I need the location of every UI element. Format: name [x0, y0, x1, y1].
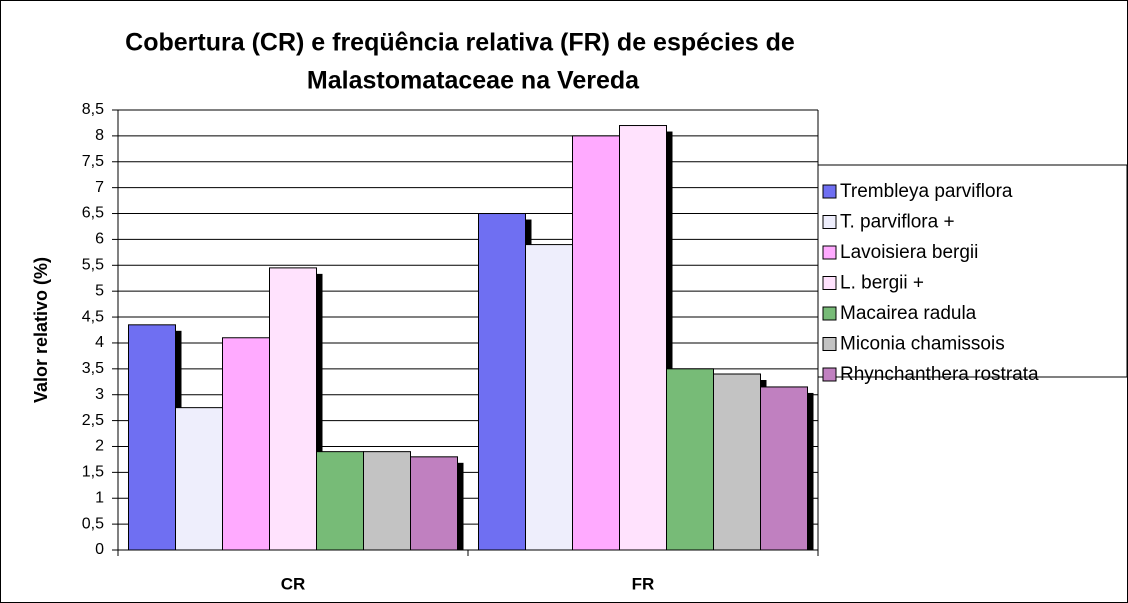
- legend-label: Trembleya parviflora: [840, 181, 1013, 202]
- y-tick-label: 0,5: [82, 515, 104, 532]
- legend-swatch: [822, 276, 837, 290]
- legend-swatch: [822, 245, 837, 260]
- legend-box: [817, 164, 1128, 378]
- y-tick-label: 0: [95, 541, 104, 558]
- bar: [525, 244, 573, 551]
- bar: [316, 451, 364, 551]
- legend-swatch: [822, 337, 837, 351]
- bar: [269, 267, 317, 551]
- y-tick-label: 6: [95, 231, 104, 248]
- y-tick-label: 5,5: [82, 257, 104, 274]
- y-tick-label: 2,5: [82, 412, 104, 429]
- y-tick-label: 5: [95, 282, 104, 299]
- chart-title: Malastomataceae na Vereda: [307, 67, 640, 95]
- y-axis-label: Valor relativo (%): [31, 257, 51, 403]
- legend-swatch: [822, 184, 837, 199]
- y-tick-label: 3: [95, 386, 104, 403]
- y-tick-label: 7,5: [82, 153, 104, 170]
- chart-title: Cobertura (CR) e freqüência relativa (FR…: [125, 29, 795, 57]
- x-tick-label: FR: [632, 574, 655, 593]
- y-tick-label: 4,5: [82, 308, 104, 325]
- legend-label: Macairea radula: [840, 303, 977, 324]
- y-tick-label: 4: [95, 334, 104, 351]
- y-tick-label: 8,5: [82, 101, 104, 118]
- bar: [713, 373, 761, 551]
- legend-swatch: [822, 367, 837, 382]
- bar: [478, 213, 526, 551]
- bar: [760, 386, 808, 551]
- y-tick-label: 3,5: [82, 360, 104, 377]
- legend-label: T. parviflora +: [840, 212, 955, 233]
- bar: [572, 135, 620, 551]
- bar: [175, 407, 223, 551]
- bar: [619, 125, 667, 551]
- y-tick-label: 2: [95, 438, 104, 455]
- bar: [222, 337, 270, 551]
- y-tick-label: 1,5: [82, 464, 104, 481]
- bar: [666, 368, 714, 551]
- legend-swatch: [822, 215, 837, 229]
- legend-swatch: [822, 306, 837, 321]
- bar: [128, 324, 176, 551]
- x-tick-label: CR: [281, 574, 306, 593]
- y-tick-label: 8: [95, 127, 104, 144]
- bar: [363, 451, 411, 551]
- bar: [410, 456, 458, 551]
- y-tick-label: 6,5: [82, 205, 104, 222]
- legend-label: Miconia chamissois: [840, 334, 1005, 355]
- legend-label: L. bergii +: [840, 273, 924, 294]
- legend-label: Lavoisiera bergii: [840, 242, 978, 263]
- legend-label: Rhynchanthera rostrata: [840, 364, 1039, 385]
- y-tick-label: 7: [95, 179, 104, 196]
- y-tick-label: 1: [95, 489, 104, 506]
